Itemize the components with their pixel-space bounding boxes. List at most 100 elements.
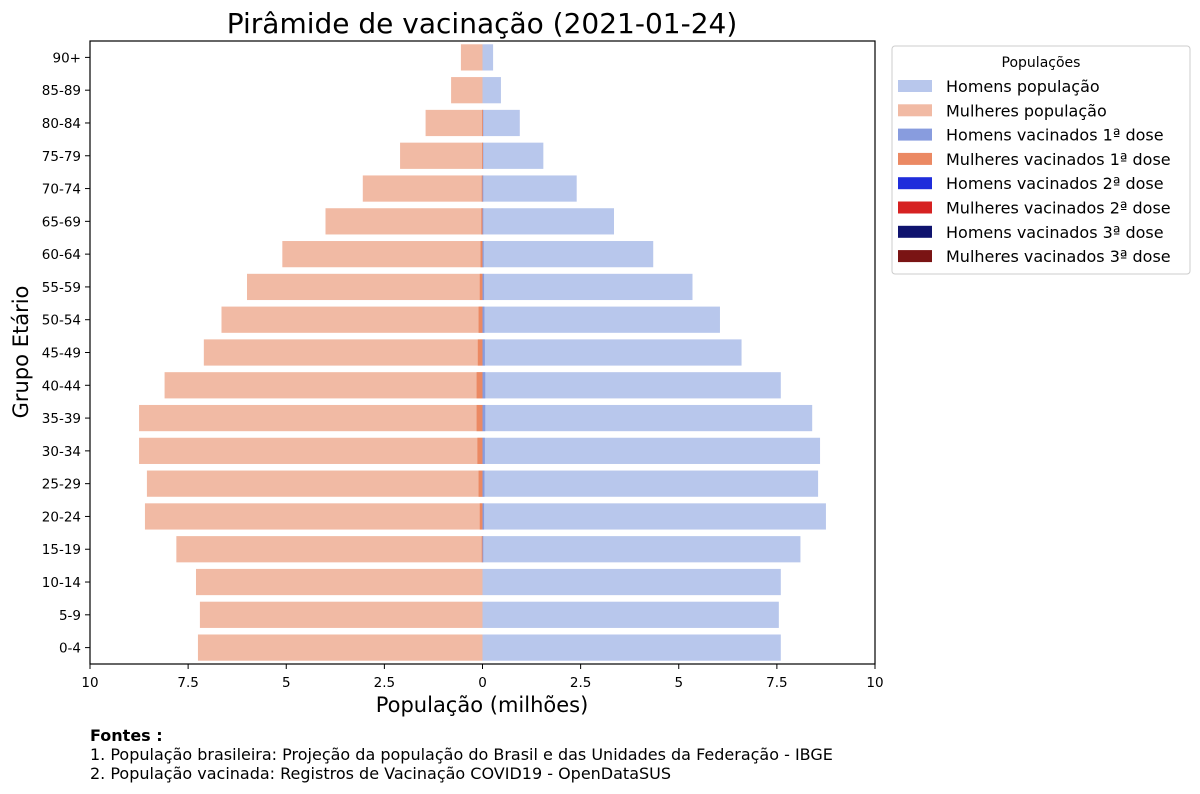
legend-swatch xyxy=(898,201,932,214)
bar-left-s3-65-69 xyxy=(481,208,483,235)
bar-right-s2-55-59 xyxy=(482,273,485,301)
sources-note: Fontes : 1. População brasileira: Projeç… xyxy=(90,726,833,783)
legend-swatch xyxy=(898,152,932,165)
legend-label: Homens população xyxy=(946,77,1100,96)
bar-right-s0-35-39 xyxy=(482,404,813,432)
x-tick-label: 7.5 xyxy=(766,675,787,691)
y-tick-label: 55-59 xyxy=(42,280,81,296)
bar-left-s1-90+ xyxy=(460,44,483,71)
bar-left-s3-35-39 xyxy=(476,404,483,432)
x-tick-label: 5 xyxy=(674,675,683,691)
bar-left-s3-15-19 xyxy=(481,536,483,563)
bar-right-s2-20-24 xyxy=(482,503,485,530)
legend-label: Homens vacinados 1ª dose xyxy=(946,126,1164,145)
bar-left-s1-20-24 xyxy=(144,503,483,530)
bar-right-s2-30-34 xyxy=(482,437,485,464)
bar-right-s0-15-19 xyxy=(482,536,801,563)
legend-swatch xyxy=(898,225,932,238)
x-tick-label: 10 xyxy=(81,675,98,691)
chart-title: Pirâmide de vacinação (2021-01-24) xyxy=(227,7,738,40)
bar-left-s3-70-74 xyxy=(481,175,483,202)
bar-left-s1-10-14 xyxy=(195,568,483,596)
x-tick-label: 2.5 xyxy=(374,675,395,691)
y-tick-label: 15-19 xyxy=(42,542,81,558)
bar-left-s3-50-54 xyxy=(478,306,483,333)
bar-right-s0-5-9 xyxy=(482,601,779,628)
bar-left-s1-70-74 xyxy=(362,175,483,202)
bar-right-s0-0-4 xyxy=(482,634,781,661)
bar-left-s1-40-44 xyxy=(164,372,483,399)
legend-swatch xyxy=(898,104,932,117)
bar-right-s2-40-44 xyxy=(482,372,486,399)
bar-right-s0-85-89 xyxy=(482,77,501,104)
legend-label: Mulheres vacinados 2ª dose xyxy=(946,199,1171,218)
bar-right-s0-70-74 xyxy=(482,175,577,202)
bar-left-s1-25-29 xyxy=(146,470,483,497)
sources-heading: Fontes : xyxy=(90,726,163,745)
y-tick-label: 60-64 xyxy=(42,247,81,263)
y-tick-label: 30-34 xyxy=(42,444,81,460)
y-tick-label: 40-44 xyxy=(42,378,81,394)
y-tick-label: 10-14 xyxy=(42,575,81,591)
bar-right-s0-60-64 xyxy=(482,241,654,268)
legend-label: Mulheres vacinados 3ª dose xyxy=(946,247,1171,266)
bar-right-s0-40-44 xyxy=(482,372,781,399)
bar-left-s3-20-24 xyxy=(479,503,483,530)
x-tick-label: 10 xyxy=(866,675,883,691)
bar-left-s1-50-54 xyxy=(221,306,483,333)
bar-left-s3-30-34 xyxy=(477,437,483,464)
y-tick-label: 50-54 xyxy=(42,313,81,329)
y-tick-label: 90+ xyxy=(53,50,82,66)
y-tick-label: 20-24 xyxy=(42,509,81,525)
bar-right-s0-50-54 xyxy=(482,306,720,333)
bar-right-s2-50-54 xyxy=(482,306,485,333)
legend-swatch xyxy=(898,80,932,92)
y-tick-label: 0-4 xyxy=(59,641,81,657)
x-axis-label: População (milhões) xyxy=(376,693,589,717)
bar-left-s1-80-84 xyxy=(425,109,483,137)
bar-left-s1-35-39 xyxy=(139,404,483,432)
y-tick-label: 70-74 xyxy=(42,182,81,198)
bar-left-s3-80-84 xyxy=(482,109,483,137)
bar-right-s2-60-64 xyxy=(482,241,484,268)
bar-right-s0-10-14 xyxy=(482,568,781,596)
source-line-1: 1. População brasileira: Projeção da pop… xyxy=(90,745,833,764)
bar-right-s0-80-84 xyxy=(482,109,520,137)
y-axis-label: Grupo Etário xyxy=(9,286,33,419)
bar-right-s2-70-74 xyxy=(482,175,484,202)
bar-left-s1-75-79 xyxy=(400,142,483,169)
bar-left-s1-0-4 xyxy=(197,634,483,661)
bar-left-s1-30-34 xyxy=(139,437,483,464)
legend-swatch xyxy=(898,128,932,141)
legend-box xyxy=(891,45,1191,275)
legend-title: Populações xyxy=(1002,55,1081,71)
legend: Populações Homens população Mulheres popu… xyxy=(891,45,1191,275)
bar-right-s0-30-34 xyxy=(482,437,821,464)
bar-right-s2-25-29 xyxy=(482,470,485,497)
bar-right-s0-20-24 xyxy=(482,503,826,530)
y-tick-label: 45-49 xyxy=(42,346,81,362)
legend-label: Homens vacinados 3ª dose xyxy=(946,223,1164,242)
y-tick-label: 85-89 xyxy=(42,83,81,99)
bar-left-s3-75-79 xyxy=(482,142,483,169)
y-tick-label: 75-79 xyxy=(42,149,81,165)
bar-right-s0-90+ xyxy=(482,44,494,71)
y-tick-label: 65-69 xyxy=(42,214,81,230)
x-tick-label: 0 xyxy=(478,675,487,691)
source-line-2: 2. População vacinada: Registros de Vaci… xyxy=(90,764,672,783)
x-tick-label: 5 xyxy=(282,675,291,691)
bar-left-s1-65-69 xyxy=(325,208,483,235)
bar-left-s1-60-64 xyxy=(282,241,483,268)
bar-right-s2-35-39 xyxy=(482,404,486,432)
bar-left-s1-85-89 xyxy=(451,77,483,104)
legend-swatch xyxy=(898,177,932,190)
bar-right-s2-45-49 xyxy=(482,339,485,366)
bar-left-s3-60-64 xyxy=(480,241,483,268)
bar-left-s3-25-29 xyxy=(478,470,483,497)
bar-right-s0-75-79 xyxy=(482,142,544,169)
bar-right-s0-45-49 xyxy=(482,339,742,366)
bar-right-s2-15-19 xyxy=(482,536,484,563)
y-tick-label: 5-9 xyxy=(59,608,81,624)
legend-label: Homens vacinados 2ª dose xyxy=(946,174,1164,193)
